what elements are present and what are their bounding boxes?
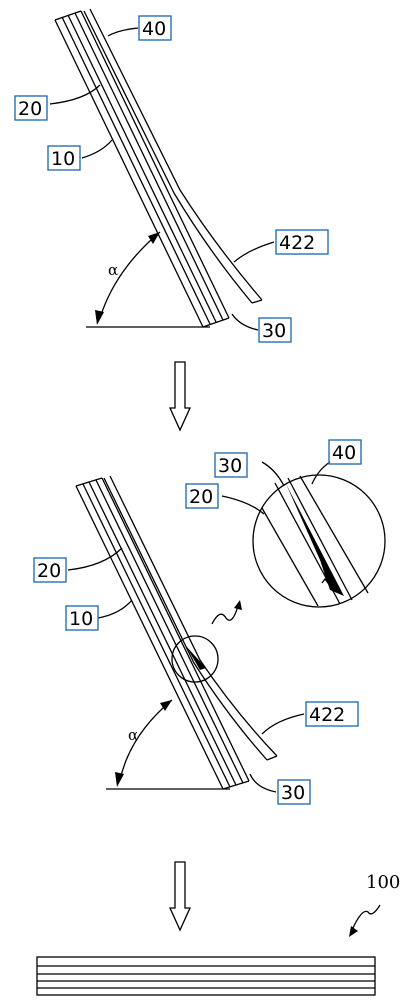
stage1-laminate-stack <box>54 10 230 328</box>
stage1-peeling-film <box>83 8 263 304</box>
stage2-label-20b: 20 <box>37 560 61 582</box>
stage2-label-30-box <box>214 452 248 478</box>
stage1-label-422-box <box>275 229 329 255</box>
stage2-label-30b-box <box>277 779 311 805</box>
stage2-angle-arrow-down <box>115 772 124 787</box>
stage2-label-40-box <box>328 439 362 465</box>
stage2-leader-20b <box>67 547 123 571</box>
stage1-label-20-box <box>14 95 48 121</box>
stage1-label-30: 30 <box>262 320 286 342</box>
stage1-label-30-box <box>258 317 292 343</box>
finished-product-panel <box>36 956 376 996</box>
stage2-label-422-box <box>305 701 359 727</box>
stage2-leader-10 <box>97 599 133 619</box>
stage1-label-40: 40 <box>142 18 166 40</box>
stage2-crack-small <box>186 646 206 670</box>
stage2-label-422: 422 <box>309 704 345 726</box>
stage2-peeling-film <box>103 475 278 761</box>
stage2-label-20-box <box>185 483 219 509</box>
stage2-leader-30b <box>249 773 277 793</box>
stage2-angle-symbol: α <box>128 726 138 744</box>
stage1-leader-40 <box>107 27 139 37</box>
stage2-leader-20 <box>221 495 265 515</box>
stage1-leader-422 <box>233 241 275 263</box>
stage3-squiggle-leader <box>351 904 381 931</box>
stage1-label-40-box <box>138 15 172 41</box>
down-arrow-2 <box>168 861 192 932</box>
stage2-label-20b-box <box>33 557 67 583</box>
stage2-squiggle-arrowhead <box>234 600 242 610</box>
stage1-label-422: 422 <box>279 232 315 254</box>
stage1-angle-arrow-down <box>95 310 104 325</box>
stage1-angle-arrow-up <box>148 232 160 244</box>
stage2-label-40: 40 <box>332 442 356 464</box>
down-arrow-1 <box>168 361 192 432</box>
stage2-label-10-box <box>65 605 99 631</box>
stage-3: 100 <box>36 872 400 996</box>
stage3-label-100: 100 <box>366 872 400 893</box>
stage2-detail-circle <box>171 635 219 683</box>
stage-2: α 30 40 20 20 10 422 30 <box>33 439 386 805</box>
stage2-squiggle-arrow <box>211 605 239 625</box>
stage2-leader-422 <box>261 713 305 735</box>
stage2-label-10: 10 <box>69 608 93 630</box>
stage1-angle-symbol: α <box>108 261 118 279</box>
stage1-label-10: 10 <box>51 148 75 170</box>
stage2-label-20: 20 <box>189 486 213 508</box>
stage2-magnified-view <box>252 474 386 608</box>
stage3-squiggle-arrowhead <box>349 926 358 937</box>
stage2-leader-30 <box>261 461 285 487</box>
stage2-crack-large <box>286 484 344 596</box>
stage2-label-30: 30 <box>218 455 242 477</box>
stage2-label-30b: 30 <box>281 782 305 804</box>
stage1-label-10-box <box>47 145 81 171</box>
stage1-leader-30 <box>231 313 259 331</box>
stage2-leader-40 <box>311 461 331 485</box>
stage1-leader-20 <box>49 84 101 105</box>
stage-1: α 40 20 10 422 30 <box>14 8 329 343</box>
stage1-label-20: 20 <box>18 98 42 120</box>
stage1-leader-10 <box>81 139 113 159</box>
stage2-angle-arrow-up <box>160 700 172 711</box>
stage2-laminate-stack <box>75 477 250 790</box>
